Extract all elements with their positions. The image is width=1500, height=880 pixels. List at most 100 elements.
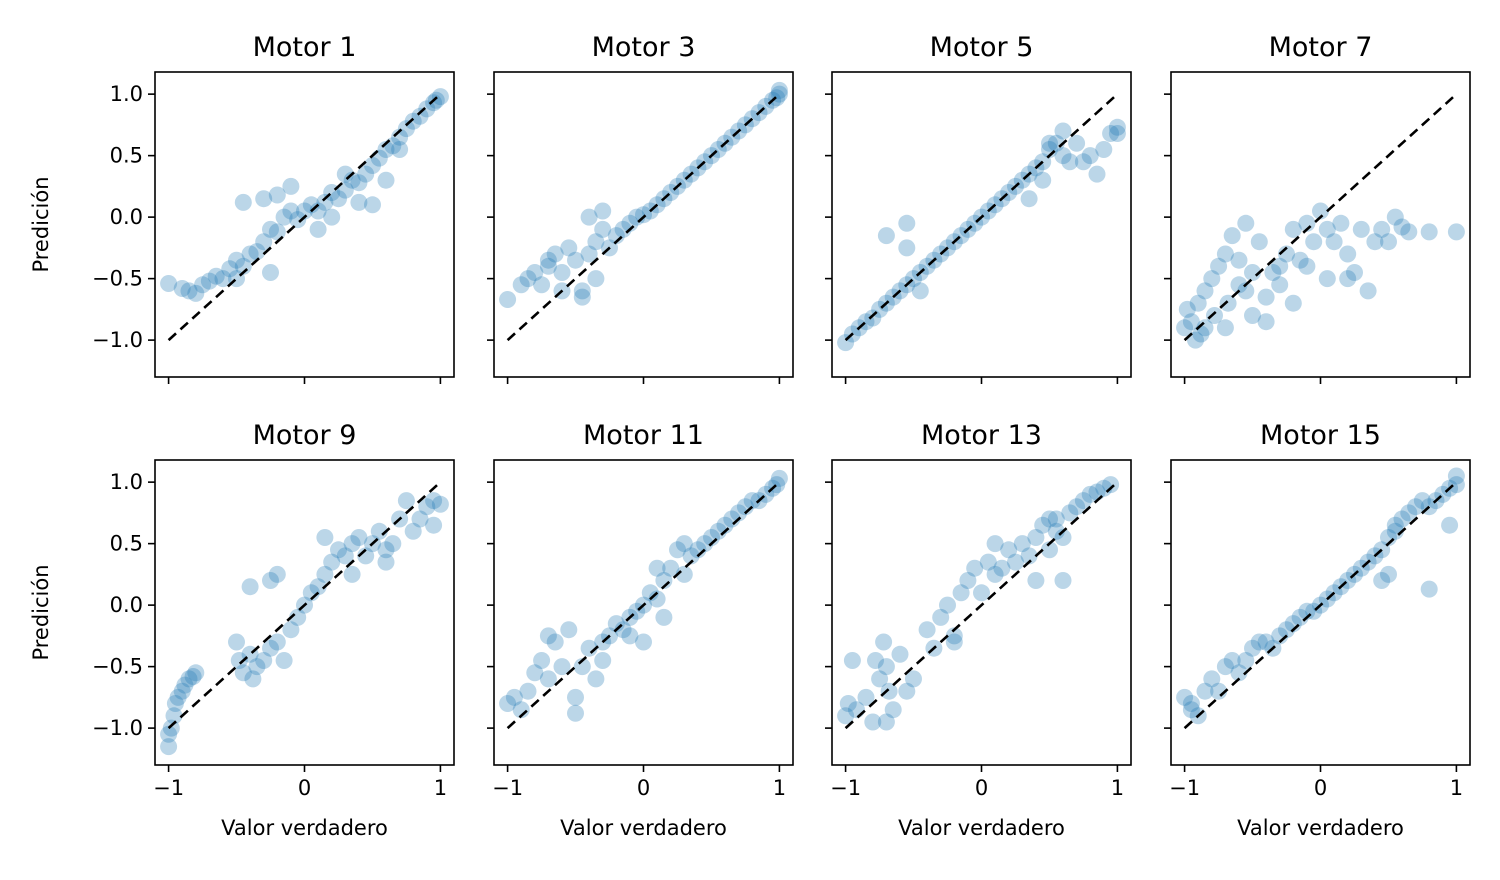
- scatter-point: [839, 695, 857, 712]
- scatter-point: [384, 535, 402, 553]
- scatter-point: [1061, 504, 1079, 522]
- scatter-point: [184, 668, 202, 685]
- scatter-point: [553, 264, 571, 281]
- scatter-point: [1278, 245, 1295, 263]
- scatter-point: [1196, 319, 1214, 337]
- scatter-point: [505, 688, 523, 706]
- scatter-point: [648, 590, 666, 608]
- scatter-point: [1182, 701, 1200, 719]
- scatter-point: [877, 713, 895, 731]
- scatter-point: [614, 621, 632, 639]
- scatter-point: [1400, 223, 1418, 241]
- scatter-point: [1420, 580, 1438, 598]
- scatter-point: [1380, 565, 1397, 583]
- scatter-point: [411, 107, 429, 125]
- scatter-point: [391, 128, 409, 146]
- scatter-point: [1305, 233, 1323, 251]
- panel-title: Motor 7: [1269, 32, 1373, 63]
- y-tick-label: −0.5: [92, 267, 143, 291]
- scatter-point: [302, 196, 320, 214]
- scatter-point: [1244, 639, 1261, 657]
- scatter-point: [1393, 510, 1411, 528]
- scatter-point: [1318, 220, 1336, 238]
- x-tick-label: 1: [773, 776, 786, 800]
- scatter-point: [1041, 141, 1058, 158]
- scatter-point: [905, 670, 922, 688]
- scatter-point: [621, 214, 639, 232]
- scatter-point: [418, 100, 436, 118]
- scatter-point: [282, 621, 300, 639]
- scatter-point: [228, 251, 245, 269]
- scatter-point: [200, 272, 218, 290]
- scatter-point: [1284, 220, 1302, 238]
- panel-title: Motor 5: [930, 32, 1034, 63]
- scatter-point: [302, 584, 320, 602]
- scatter-point: [1257, 313, 1275, 331]
- scatter-point: [282, 202, 300, 220]
- scatter-point: [675, 565, 693, 583]
- scatter-point: [268, 565, 286, 583]
- scatter-point: [1182, 313, 1200, 331]
- scatter-point: [875, 633, 893, 651]
- scatter-point: [309, 220, 327, 238]
- scatter-point: [391, 141, 409, 158]
- scatter-point: [1386, 208, 1404, 226]
- scatter-point: [1027, 529, 1045, 546]
- scatter-point: [1041, 510, 1058, 528]
- scatter-points: [499, 469, 788, 722]
- scatter-point: [884, 701, 902, 719]
- scatter-points: [160, 492, 449, 756]
- scatter-point: [1291, 251, 1309, 269]
- scatter-point: [1047, 522, 1065, 540]
- y-tick-label: 1.0: [110, 82, 143, 106]
- scatter-point: [1352, 220, 1370, 238]
- panel-title: Motor 13: [921, 420, 1042, 451]
- scatter-point: [316, 193, 334, 211]
- scatter-point: [635, 633, 652, 651]
- scatter-point: [499, 291, 517, 308]
- scatter-point: [539, 627, 557, 645]
- scatter-point: [539, 670, 557, 688]
- panel-7: Motor 13 −1 0 1 Valor verdadero: [825, 420, 1132, 840]
- scatter-point: [1108, 118, 1126, 136]
- scatter-point: [370, 522, 388, 540]
- identity-line: [167, 481, 442, 730]
- scatter-point: [641, 584, 659, 602]
- scatter-point: [336, 181, 354, 199]
- scatter-point: [1196, 282, 1214, 300]
- scatter-point: [594, 652, 612, 669]
- scatter-point: [546, 245, 564, 263]
- scatter-point: [898, 682, 916, 700]
- scatter-point: [1346, 264, 1363, 281]
- scatter-point: [1102, 476, 1120, 494]
- panel-1: Motor 1 −1.0 −0.5 0.0 0.5 1.0 Predición: [29, 32, 455, 384]
- scatter-point: [837, 707, 855, 725]
- identity-line: [844, 93, 1119, 342]
- scatter-point: [1380, 529, 1397, 546]
- scatter-point: [1257, 288, 1275, 306]
- scatter-point: [1237, 282, 1255, 300]
- scatter-point: [427, 91, 445, 109]
- scatter-point: [248, 658, 266, 676]
- scatter-point: [221, 260, 239, 278]
- identity-line: [844, 481, 1119, 730]
- y-tick-label: 0.0: [110, 593, 143, 617]
- scatter-point: [1407, 498, 1425, 516]
- x-tick-label: 0: [298, 776, 311, 800]
- scatter-point: [1447, 476, 1465, 494]
- scatter-point: [241, 578, 259, 596]
- scatter-point: [512, 276, 530, 294]
- y-axis-label: Predición: [29, 564, 53, 660]
- scatter-point: [262, 639, 279, 657]
- scatter-point: [770, 81, 788, 99]
- scatter-point: [979, 553, 997, 571]
- scatter-point: [1318, 270, 1336, 288]
- scatter-point: [1047, 134, 1065, 152]
- scatter-point: [1271, 257, 1289, 275]
- scatter-point: [1108, 125, 1126, 142]
- scatter-point: [709, 522, 727, 540]
- scatter-point: [289, 608, 307, 626]
- scatter-point: [1000, 541, 1018, 559]
- scatter-point: [275, 652, 293, 669]
- y-tick-label: −1.0: [92, 716, 143, 740]
